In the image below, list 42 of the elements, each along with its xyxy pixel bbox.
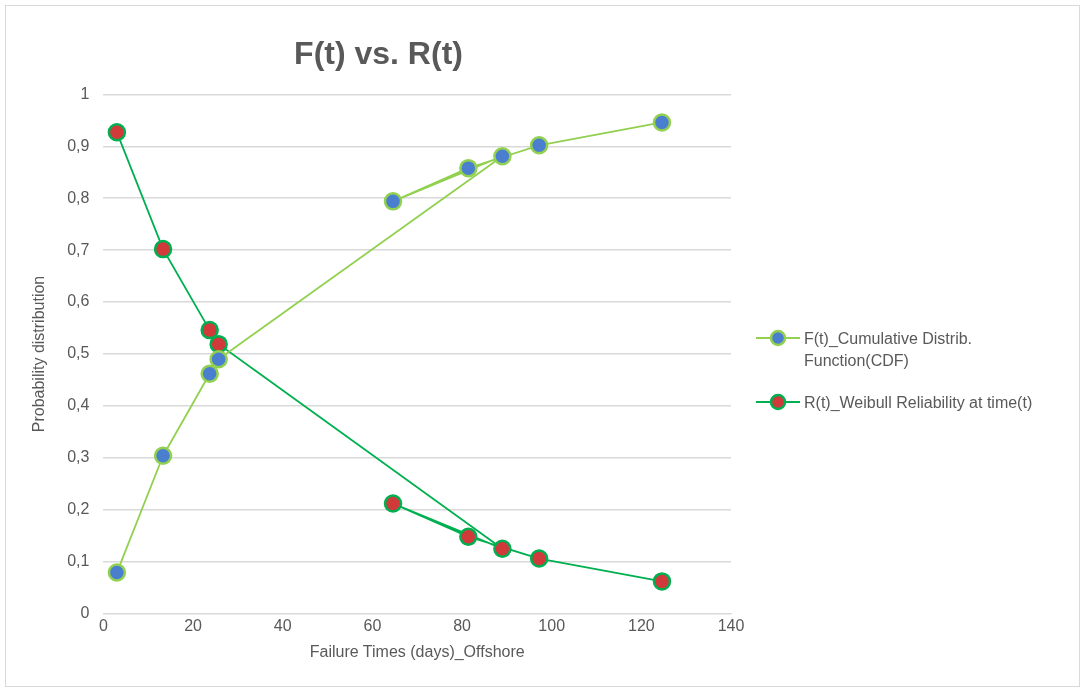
y-tick-label: 0,1 [67, 552, 90, 570]
x-tick-label: 0 [98, 616, 108, 634]
point [652, 572, 672, 591]
point [200, 320, 219, 340]
y-tick-label: 1 [80, 84, 90, 102]
y-tick-label: 0,2 [67, 500, 90, 518]
y-tick-label: 0,4 [67, 396, 90, 414]
legend-label: R(t)_Weibull Reliability at time(t) [804, 393, 1033, 413]
point [493, 539, 512, 558]
point [209, 334, 228, 354]
point [652, 113, 672, 132]
y-tick-label: 0,5 [67, 344, 90, 362]
y-tick-label: 0,3 [67, 448, 90, 466]
point [493, 146, 512, 166]
point [153, 446, 173, 466]
legend-label: F(t)_Cumulative Distrib. Function(CDF) [804, 329, 974, 371]
x-tick-label: 40 [273, 616, 292, 634]
point [209, 349, 228, 369]
point [153, 239, 173, 259]
y-tick-label: 0,6 [67, 292, 90, 310]
y-tick-label: 0,7 [67, 240, 90, 258]
y-tick-label: 0,8 [67, 188, 90, 206]
x-tick-label: 80 [453, 616, 472, 634]
point [459, 158, 478, 178]
x-tick-label: 20 [184, 616, 203, 634]
x-tick-label: 100 [538, 616, 566, 634]
y-axis-title: Probability distribution [30, 275, 48, 433]
point [107, 123, 127, 142]
point [383, 192, 403, 211]
x-tick-label: 120 [628, 616, 655, 634]
point [459, 527, 478, 547]
y-tick-label: 0,9 [67, 136, 90, 154]
x-axis-title: Failure Times (days)_Offshore [309, 642, 525, 661]
point [107, 563, 127, 582]
y-tick-label: 0 [80, 604, 90, 622]
point [529, 549, 549, 568]
x-tick-label: 140 [717, 616, 745, 634]
x-tick-label: 60 [363, 616, 382, 634]
chart-title: F(t) vs. R(t) [294, 35, 463, 72]
point [200, 364, 219, 383]
point [529, 136, 549, 155]
point [383, 494, 403, 513]
